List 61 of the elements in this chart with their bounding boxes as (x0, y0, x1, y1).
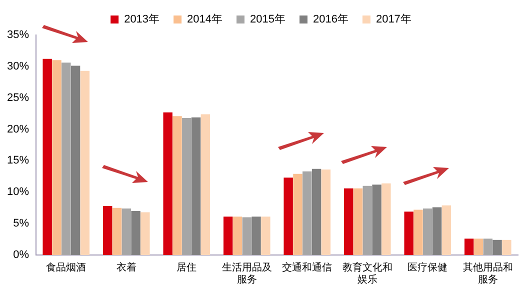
x-tick-label: 衣着 (116, 262, 136, 274)
bar (321, 170, 331, 255)
y-tick-label: 25% (6, 92, 30, 104)
bar (252, 216, 261, 255)
x-tick-label: 医疗保健 (408, 262, 448, 274)
y-tick-label: 5% (13, 218, 30, 230)
bar (52, 60, 62, 255)
bar (474, 238, 484, 255)
bar (182, 118, 192, 255)
bar (70, 66, 80, 255)
x-tick-label: 教育文化和娱乐 (342, 262, 392, 286)
bar (242, 217, 252, 255)
legend-label: 2016年 (312, 14, 348, 26)
x-tick-label: 生活用品及服务 (222, 262, 272, 286)
legend-label: 2017年 (376, 14, 412, 26)
bar (442, 205, 452, 255)
bar (102, 206, 112, 255)
bar (191, 117, 201, 255)
bar (293, 174, 302, 255)
y-tick-label: 35% (6, 29, 30, 42)
bar (80, 70, 90, 255)
bar (423, 208, 432, 255)
bar (261, 216, 270, 255)
x-tick-label: 其他用品和服务 (462, 262, 513, 286)
bar (382, 183, 391, 255)
bar (284, 178, 293, 255)
bar (42, 58, 52, 255)
bar (232, 216, 242, 255)
bar (112, 208, 122, 255)
bar (62, 62, 71, 255)
bar (122, 208, 131, 255)
x-tick-label: 交通和通信 (282, 262, 332, 274)
bar (432, 207, 442, 255)
bar (140, 212, 150, 255)
legend-label: 2015年 (250, 14, 286, 26)
legend-label: 2014年 (187, 14, 223, 26)
x-tick-label: 食品烟酒 (46, 262, 86, 274)
bar (163, 112, 172, 255)
y-tick-label: 20% (6, 123, 30, 136)
bar (344, 188, 354, 255)
y-tick-label: 10% (6, 186, 30, 198)
bar (372, 184, 382, 255)
y-tick-label: 30% (6, 60, 30, 72)
bar (223, 216, 233, 255)
bar (353, 188, 363, 255)
legend-label: 2013年 (124, 14, 160, 26)
bar (414, 210, 423, 255)
bar (131, 211, 140, 255)
bar (502, 240, 512, 255)
bar (492, 240, 502, 255)
y-tick-label: 0% (13, 249, 30, 262)
bar (483, 238, 492, 255)
bar (302, 171, 312, 255)
bar (172, 116, 182, 255)
y-tick-label: 15% (6, 154, 30, 167)
bar (312, 168, 322, 255)
bar (362, 186, 372, 255)
bar (404, 212, 414, 255)
bar (200, 114, 210, 255)
bar (464, 238, 474, 255)
x-tick-label: 居住 (176, 262, 197, 274)
